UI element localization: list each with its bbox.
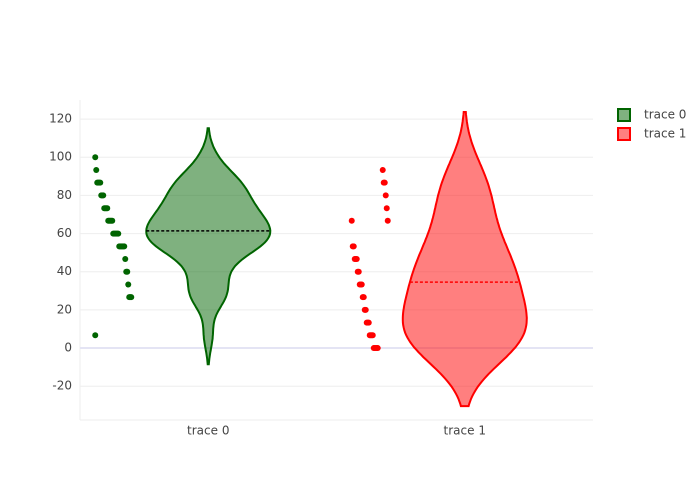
point: [358, 281, 365, 288]
point: [100, 192, 107, 199]
point: [104, 205, 111, 212]
y-tick-label: -20: [52, 379, 72, 393]
point: [124, 268, 131, 275]
y-tick-label: 60: [57, 226, 72, 240]
point: [93, 167, 100, 174]
point: [122, 255, 129, 262]
point: [374, 345, 381, 352]
point: [92, 332, 99, 339]
point: [369, 332, 376, 339]
point: [379, 167, 386, 174]
y-tick-label: 80: [57, 188, 72, 202]
legend-swatch: [617, 108, 631, 122]
point: [121, 243, 128, 250]
point: [362, 306, 369, 313]
legend-swatch: [617, 127, 631, 141]
y-tick-label: 40: [57, 264, 72, 278]
point: [360, 294, 367, 301]
point: [381, 179, 388, 186]
point: [355, 268, 362, 275]
violin: [145, 127, 272, 366]
x-tick-label: trace 1: [444, 424, 486, 438]
point: [125, 281, 132, 288]
point: [109, 217, 116, 224]
legend-label: trace 1: [644, 127, 686, 141]
x-tick-label: trace 0: [187, 424, 229, 438]
point: [384, 217, 391, 224]
point: [97, 179, 104, 186]
point: [92, 154, 99, 161]
point: [383, 205, 390, 212]
point: [115, 230, 122, 237]
point: [348, 217, 355, 224]
y-tick-label: 100: [49, 150, 72, 164]
legend-label: trace 0: [644, 108, 686, 122]
y-tick-label: 120: [49, 112, 72, 126]
point: [350, 243, 357, 250]
point: [128, 294, 135, 301]
point: [382, 192, 389, 199]
violin: [401, 111, 528, 408]
y-tick-label: 20: [57, 302, 72, 316]
point: [365, 319, 372, 326]
point: [353, 255, 360, 262]
y-tick-label: 0: [64, 341, 72, 355]
